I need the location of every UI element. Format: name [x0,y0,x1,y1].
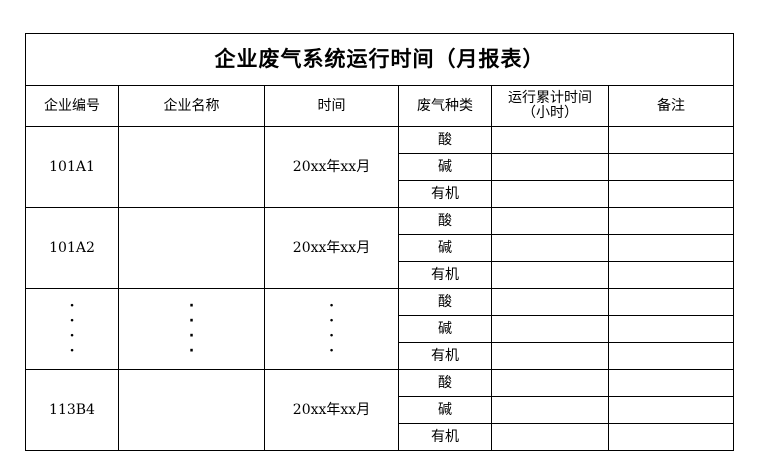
header-remarks: 备注 [608,85,734,127]
gas-type-cell: 有机 [398,180,492,208]
runtime-cell[interactable] [491,234,609,262]
company-id-cell[interactable]: 101A1 [25,126,119,208]
gas-type-cell: 有机 [398,261,492,289]
remarks-cell[interactable] [608,180,734,208]
remarks-cell[interactable] [608,342,734,370]
gas-type-cell: 有机 [398,342,492,370]
runtime-cell[interactable] [491,180,609,208]
remarks-cell[interactable] [608,234,734,262]
runtime-cell[interactable] [491,396,609,424]
remarks-cell[interactable] [608,207,734,235]
gas-type-cell: 酸 [398,369,492,397]
remarks-cell[interactable] [608,126,734,154]
header-time: 时间 [264,85,399,127]
header-runtime: 运行累计时间 （小时） [491,85,609,127]
company-name-cell[interactable] [118,126,265,208]
header-gas-type: 废气种类 [398,85,492,127]
company-name-cell[interactable] [118,369,265,451]
company-name-cell[interactable] [118,207,265,289]
runtime-cell[interactable] [491,369,609,397]
header-row: 企业编号 企业名称 时间 废气种类 运行累计时间 （小时） 备注 [25,85,734,127]
table-row: 有机 [26,423,734,451]
gas-type-cell: 碱 [398,315,492,343]
remarks-cell[interactable] [608,153,734,181]
remarks-cell[interactable] [608,315,734,343]
company-id-cell[interactable]: 113B4 [25,369,119,451]
runtime-cell[interactable] [491,423,609,451]
time-cell[interactable]: 20xx年xx月 [264,369,399,451]
remarks-cell[interactable] [608,261,734,289]
gas-type-cell: 酸 [398,288,492,316]
header-company-name: 企业名称 [118,85,265,127]
gas-type-cell: 有机 [398,423,492,451]
runtime-cell[interactable] [491,153,609,181]
time-cell[interactable]: 20xx年xx月 [264,126,399,208]
table-row: · · · · · · · · · · · · 酸 [25,288,734,370]
table-row: 碱 [26,315,734,343]
time-cell[interactable]: 20xx年xx月 [264,207,399,289]
header-company-id: 企业编号 [25,85,119,127]
runtime-cell[interactable] [491,315,609,343]
table-title: 企业废气系统运行时间（月报表） [25,33,734,86]
monthly-report-table: 企业废气系统运行时间（月报表） 企业编号 企业名称 时间 废气种类 运行累计时间… [25,33,734,451]
company-id-cell[interactable]: 101A2 [25,207,119,289]
gas-type-cell: 碱 [398,396,492,424]
table-row: 113B4 20xx年xx月酸 [25,369,734,451]
runtime-cell[interactable] [491,126,609,154]
table-row: 有机 [26,342,734,370]
table-row: 101A1 20xx年xx月酸 [25,126,734,208]
runtime-cell[interactable] [491,288,609,316]
gas-type-cell: 酸 [398,126,492,154]
table-row: 有机 [26,180,734,208]
company-id-cell[interactable]: · · · · [25,288,119,370]
time-cell[interactable]: · · · · [264,288,399,370]
remarks-cell[interactable] [608,288,734,316]
company-name-cell[interactable]: · · · · [118,288,265,370]
table-row: 101A2 20xx年xx月酸 [25,207,734,289]
remarks-cell[interactable] [608,369,734,397]
remarks-cell[interactable] [608,396,734,424]
gas-type-cell: 碱 [398,234,492,262]
remarks-cell[interactable] [608,423,734,451]
gas-type-cell: 碱 [398,153,492,181]
runtime-cell[interactable] [491,207,609,235]
runtime-cell[interactable] [491,261,609,289]
gas-type-cell: 酸 [398,207,492,235]
runtime-cell[interactable] [491,342,609,370]
